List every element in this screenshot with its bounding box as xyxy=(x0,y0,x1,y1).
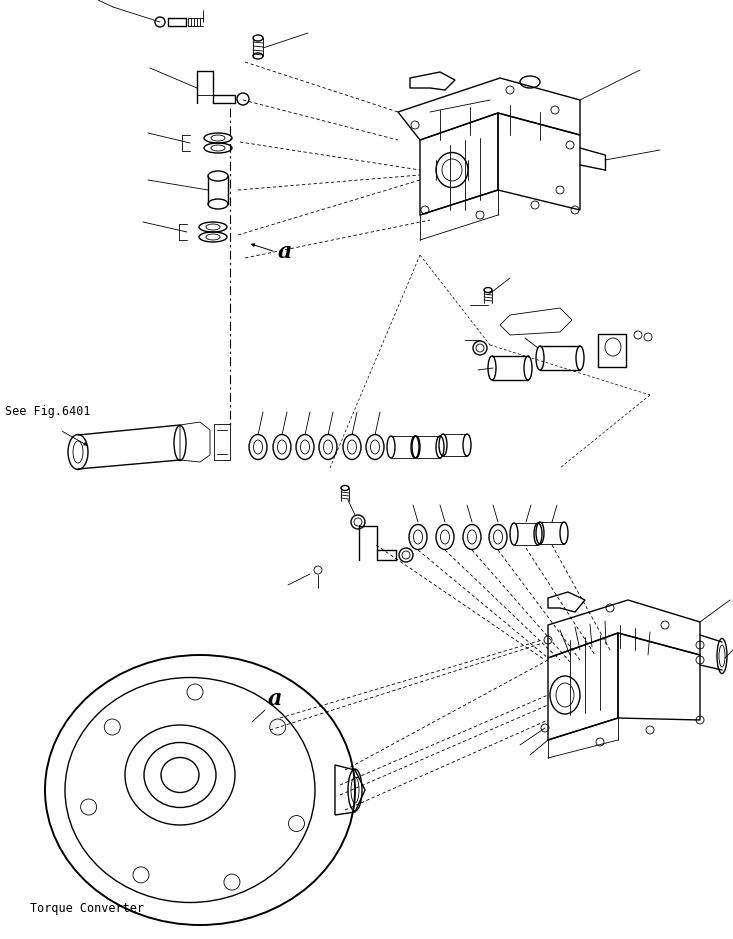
Text: See Fig.6401: See Fig.6401 xyxy=(5,405,90,418)
Text: Torque Converter: Torque Converter xyxy=(30,902,144,915)
Text: a: a xyxy=(278,241,292,263)
Text: a: a xyxy=(268,688,282,710)
